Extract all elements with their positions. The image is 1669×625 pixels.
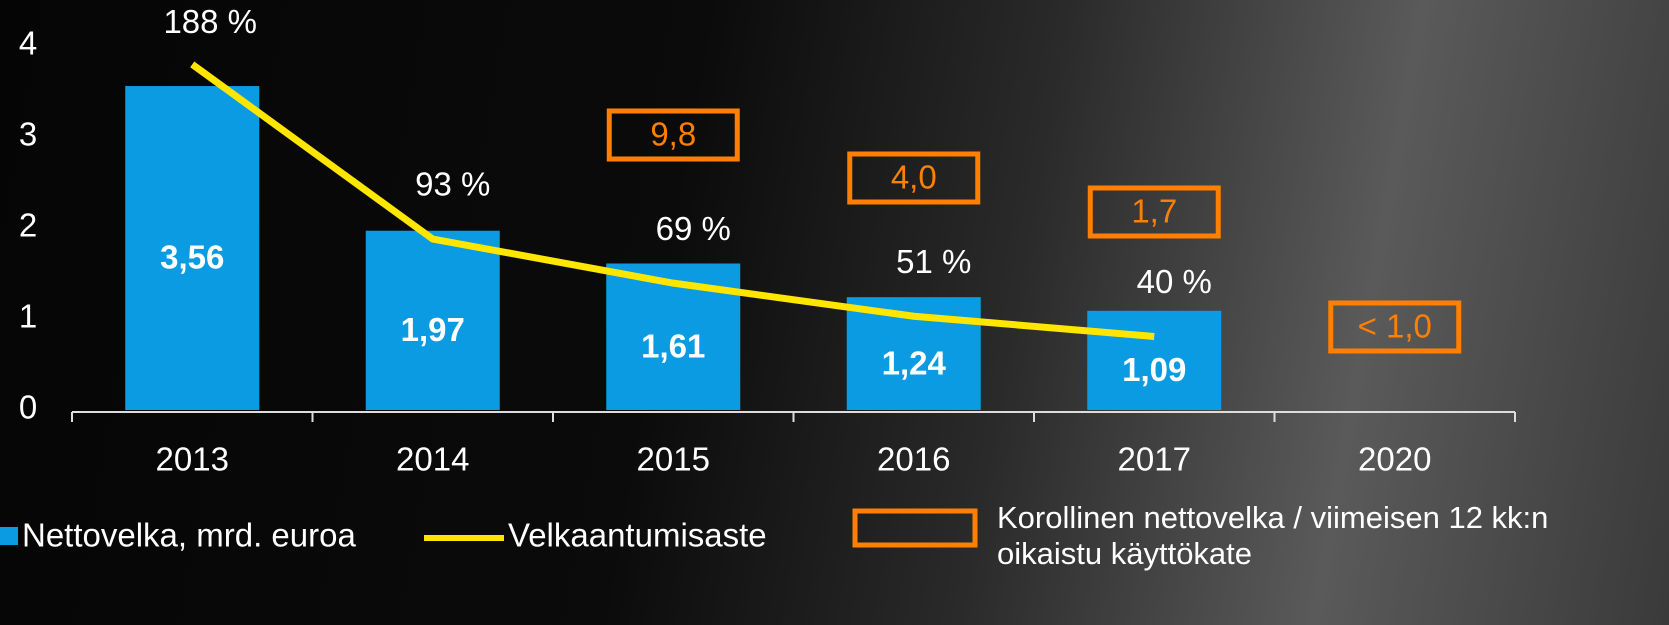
bar-value-label: 1,24: [882, 344, 947, 381]
ratio-label: 1,7: [1131, 193, 1177, 230]
y-tick-label: 3: [19, 116, 37, 153]
page: 0 1 2 3 4 2013 2014 2015 2016 2017 2020 3,56 1,97 1,6…: [0, 0, 1669, 625]
y-tick-label: 4: [19, 25, 37, 62]
x-tick-label: 2013: [156, 441, 229, 478]
x-tick-label: 2017: [1118, 441, 1191, 478]
bar-value-label: 1,61: [641, 327, 705, 364]
bar-value-label: 3,56: [160, 239, 224, 276]
line-value-label: 188 %: [163, 3, 257, 40]
x-tick-label: 2015: [637, 441, 710, 478]
bar-value-label: 1,09: [1122, 351, 1186, 388]
legend-swatch: [0, 527, 18, 545]
bar-value-label: 1,97: [401, 311, 465, 348]
y-tick-label: 2: [19, 207, 37, 244]
legend-swatch: [855, 511, 975, 545]
ratio-label: 9,8: [650, 116, 696, 153]
ratio-label: < 1,0: [1358, 308, 1432, 345]
x-tick-label: 2020: [1358, 441, 1431, 478]
line-value-label: 69 %: [656, 210, 731, 247]
x-tick-label: 2014: [396, 441, 469, 478]
line-value-label: 93 %: [415, 166, 490, 203]
ratio-label: 4,0: [891, 159, 937, 196]
x-tick-label: 2016: [877, 441, 950, 478]
legend-label: Korollinen nettovelka / viimeisen 12 kk:…: [997, 500, 1657, 572]
line-value-label: 40 %: [1137, 263, 1212, 300]
y-tick-label: 1: [19, 298, 37, 335]
line-value-label: 51 %: [896, 243, 971, 280]
legend-label: Velkaantumisaste: [508, 517, 767, 554]
y-tick-label: 0: [19, 389, 37, 426]
legend-label: Nettovelka, mrd. euroa: [22, 517, 356, 554]
